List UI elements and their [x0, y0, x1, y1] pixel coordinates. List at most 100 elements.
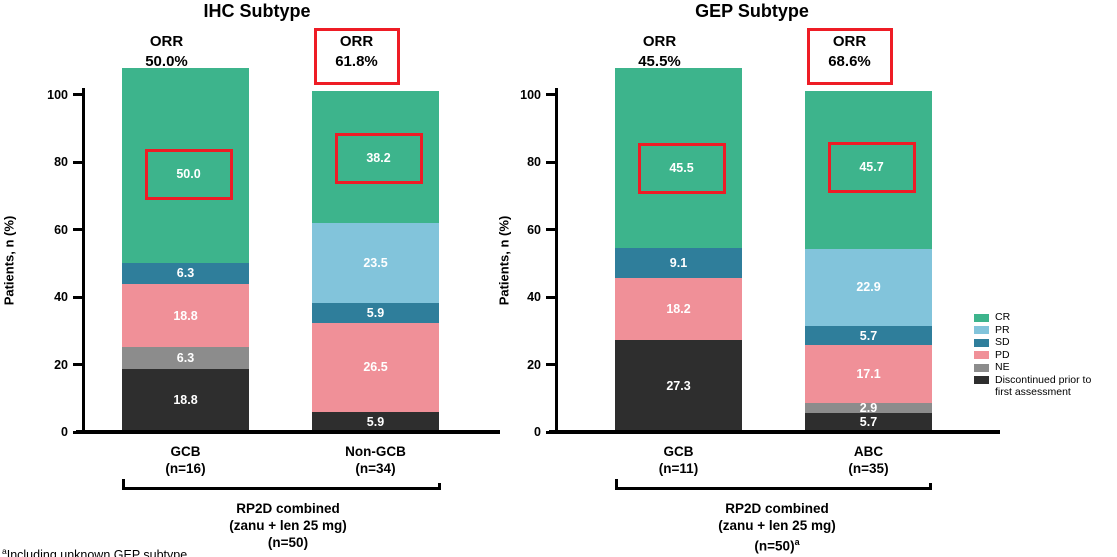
y-axis-tick-label: 20 [54, 357, 68, 372]
group-bracket-left-tick [122, 479, 125, 490]
legend-item-ne: NE [974, 361, 1114, 374]
legend-item-cr: CR [974, 311, 1114, 324]
cr-value-highlight-box: 38.2 [334, 132, 423, 184]
segment-pd-gcb [615, 278, 742, 340]
segment-disc-gcb [122, 368, 249, 432]
segment-disc-gcb [615, 339, 742, 432]
y-axis-tick-label: 60 [527, 222, 541, 237]
segment-cr-gcb [122, 67, 249, 263]
legend-swatch-cr [974, 313, 989, 322]
y-axis-tick-label: 80 [527, 155, 541, 170]
segment-value-label: 23.5 [363, 256, 388, 271]
segment-pd-abc [805, 345, 932, 403]
segment-pr-abc [805, 248, 932, 327]
legend-item-pd: PD [974, 349, 1114, 362]
footnote: aIncluding unknown GEP subtype [2, 546, 187, 557]
y-axis-tick [546, 228, 558, 232]
y-axis-tick-label: 40 [527, 290, 541, 305]
segment-sd-gcb [615, 247, 742, 279]
segment-value-label: 6.3 [176, 266, 195, 281]
group-bracket-right-tick [929, 483, 932, 490]
group-label-line2: (zanu + len 25 mg) [229, 518, 347, 533]
segment-value-label: 9.1 [669, 256, 688, 271]
y-axis-tick-label: 80 [54, 155, 68, 170]
legend-item-pr: PR [974, 324, 1114, 337]
legend-swatch-ne [974, 363, 989, 372]
y-axis-tick-label: 20 [527, 357, 541, 372]
legend-item-label: CR [995, 311, 1011, 323]
y-axis-tick [546, 93, 558, 97]
segment-cr-abc [805, 90, 932, 249]
segment-value-label: 18.8 [173, 393, 198, 408]
footnote-marker: a [2, 546, 7, 556]
y-axis-tick [73, 228, 85, 232]
group-label-line3: (n=50) [267, 535, 309, 550]
x-category-n-label: (n=34) [355, 461, 396, 476]
y-axis-tick [73, 295, 85, 299]
y-axis-tick [546, 160, 558, 164]
y-axis-tick-label: 0 [61, 425, 68, 439]
segment-value-label: 22.9 [856, 280, 881, 295]
segment-value-label: 18.2 [666, 302, 691, 317]
segment-value-label: 26.5 [363, 360, 388, 375]
orr-title: ORR [642, 33, 677, 50]
orr-value: 61.8% [335, 53, 378, 70]
y-axis-line [82, 88, 85, 434]
segment-disc-abc [805, 412, 932, 432]
orr-title: ORR [149, 33, 184, 50]
chart-title-gep-subtype: GEP Subtype [695, 1, 809, 21]
legend-swatch-pr [974, 326, 989, 334]
group-bracket [615, 487, 932, 490]
cr-value-highlight-box: 50.0 [144, 148, 233, 200]
y-axis-tick [73, 93, 85, 97]
x-category-n-label: (n=16) [165, 461, 206, 476]
y-axis-tick-label: 60 [54, 222, 68, 237]
y-axis-tick-label: 0 [534, 425, 541, 439]
legend-swatch-disc [974, 376, 989, 384]
group-bracket-left-tick [615, 479, 618, 490]
segment-value-label: 5.9 [366, 415, 385, 430]
y-axis-line [555, 88, 558, 434]
x-axis-line [549, 430, 1000, 434]
y-axis-label: Patients, n (%) [1, 215, 17, 306]
y-axis-tick-label: 100 [520, 87, 541, 102]
cr-value-highlight-box: 45.7 [827, 141, 916, 193]
x-category-label: ABC [853, 444, 884, 459]
chart-title-ihc-subtype: IHC Subtype [203, 1, 311, 21]
orr-value: 50.0% [145, 53, 188, 70]
group-label-line1: RP2D combined [236, 501, 340, 516]
y-axis-tick [546, 363, 558, 367]
footnote-text: Including unknown GEP subtype [6, 548, 188, 557]
x-category-label: GCB [170, 444, 201, 459]
legend-item-sd: SD [974, 336, 1114, 349]
x-axis-line [76, 430, 500, 434]
y-axis-tick-label: 40 [54, 290, 68, 305]
y-axis-tick [73, 363, 85, 367]
x-category-label: Non-GCB [345, 444, 406, 459]
group-label-superscript: a [794, 537, 800, 547]
legend-item-label: Discontinued prior to first assessment [995, 373, 1092, 399]
segment-pd-non-gcb [312, 322, 439, 413]
legend-item-label: NE [995, 361, 1010, 373]
group-label-line3: (n=50)a [754, 537, 800, 554]
segment-disc-non-gcb [312, 412, 439, 432]
cr-value-highlight-box: 45.5 [637, 142, 726, 194]
segment-value-label: 18.8 [173, 308, 198, 323]
orr-value: 68.6% [828, 53, 871, 70]
segment-cr-non-gcb [312, 90, 439, 224]
group-label-line2: (zanu + len 25 mg) [718, 518, 836, 533]
legend-item-disc: Discontinued prior to first assessment [974, 374, 1114, 399]
legend-item-label: PD [995, 348, 1010, 361]
segment-pd-gcb [122, 283, 249, 348]
y-axis-tick-label: 100 [47, 87, 68, 102]
segment-value-label: 17.1 [856, 367, 881, 382]
legend-item-label: PR [995, 323, 1010, 336]
y-axis-tick [546, 295, 558, 299]
legend-swatch-pd [974, 351, 989, 359]
group-bracket [122, 487, 441, 490]
segment-value-label: 2.9 [859, 400, 878, 415]
orr-value: 45.5% [638, 53, 681, 70]
segment-value-label: 6.3 [176, 350, 195, 365]
x-category-n-label: (n=35) [848, 461, 889, 476]
